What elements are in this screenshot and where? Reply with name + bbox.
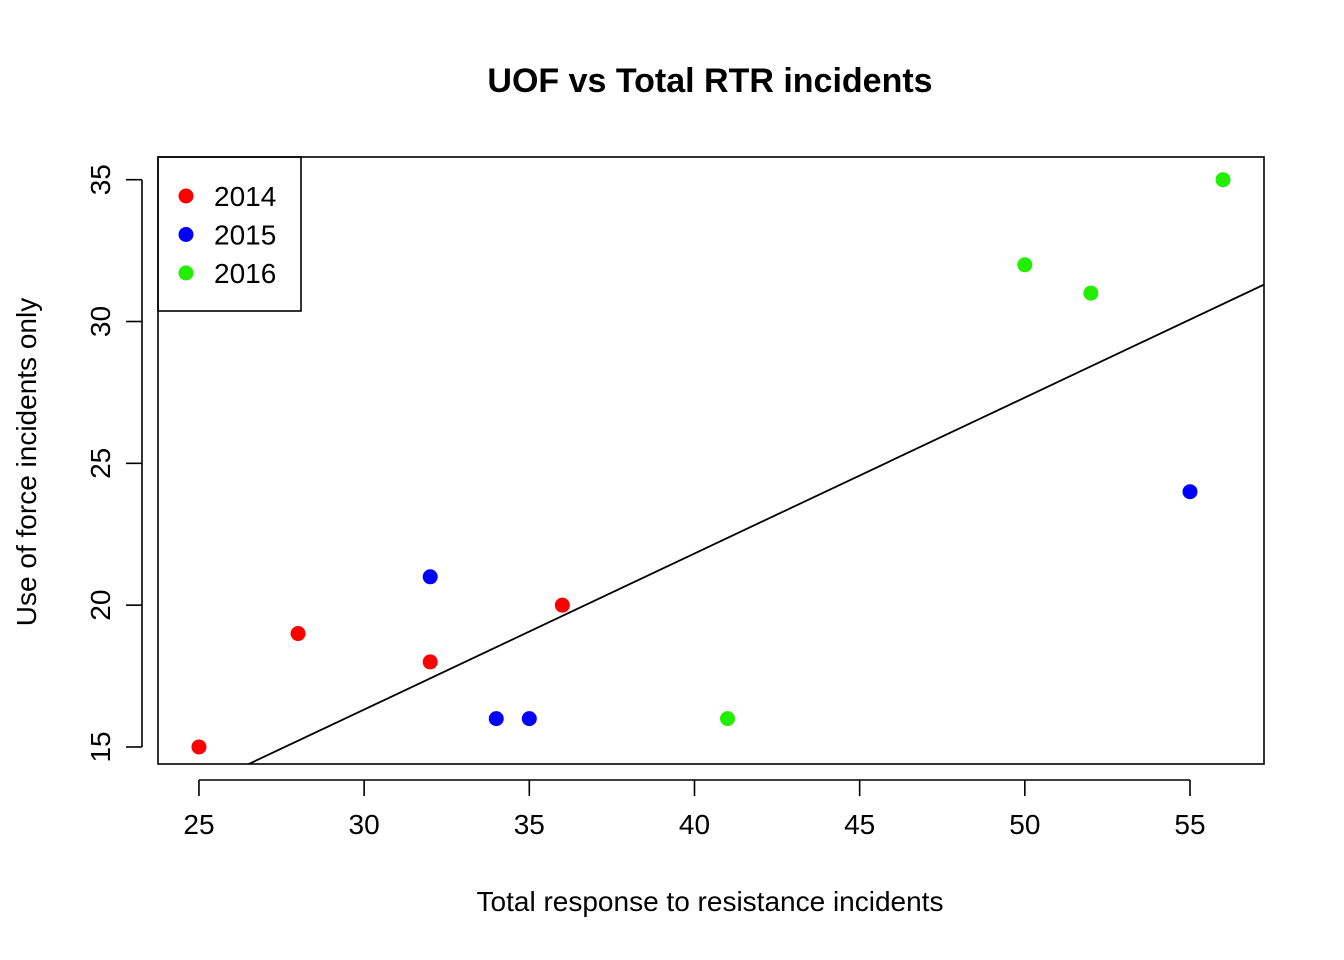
data-point-2014: [554, 597, 570, 613]
data-point-2015: [1182, 484, 1198, 500]
data-point-2016: [1083, 285, 1099, 301]
y-tick-label: 25: [85, 448, 116, 479]
y-axis: 15 20 25 30 35: [85, 164, 143, 763]
data-point-2016: [1215, 172, 1231, 188]
data-point-2016: [1017, 257, 1033, 273]
regression-line-group: [246, 283, 1264, 764]
x-tick-label: 50: [1009, 809, 1040, 840]
y-tick-label: 30: [85, 306, 116, 337]
data-points: [191, 172, 1231, 755]
legend-marker-2016: [178, 265, 194, 281]
x-tick-label: 30: [349, 809, 380, 840]
data-point-2014: [290, 626, 306, 642]
x-axis-label: Total response to resistance incidents: [477, 886, 944, 917]
data-point-2015: [488, 711, 504, 727]
legend-marker-2015: [178, 227, 194, 242]
data-point-2015: [422, 569, 438, 585]
x-axis: 25 30 35 40 45 50 55: [183, 779, 1206, 840]
y-tick-label: 20: [85, 590, 116, 621]
x-tick-label: 45: [844, 809, 875, 840]
y-axis-label: Use of force incidents only: [11, 298, 42, 626]
legend-label-2016: 2016: [214, 258, 276, 289]
regression-line: [246, 283, 1264, 764]
legend-box: [157, 156, 302, 312]
x-tick-label: 55: [1174, 809, 1205, 840]
legend-label-2015: 2015: [214, 220, 276, 251]
chart-title: UOF vs Total RTR incidents: [487, 62, 932, 100]
legend: 2014 2015 2016: [157, 156, 302, 312]
plot-frame: [157, 156, 1265, 765]
data-point-2014: [422, 654, 438, 670]
x-tick-label: 35: [514, 809, 545, 840]
x-tick-label: 25: [183, 809, 214, 840]
y-tick-label: 35: [85, 164, 116, 195]
legend-label-2014: 2014: [214, 181, 276, 212]
legend-marker-2014: [178, 188, 194, 204]
data-point-2015: [521, 711, 537, 727]
data-point-2014: [191, 739, 207, 755]
x-tick-label: 40: [679, 809, 710, 840]
data-point-2016: [720, 711, 736, 727]
y-tick-label: 15: [85, 731, 116, 762]
